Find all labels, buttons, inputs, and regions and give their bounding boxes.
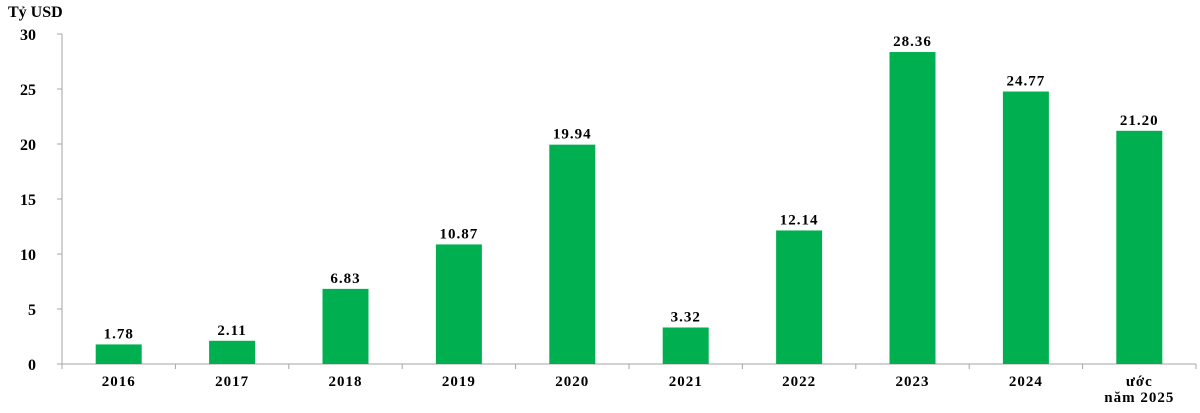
y-tick-label: 25 xyxy=(20,82,36,99)
bar xyxy=(1002,91,1049,364)
x-tick-label: năm 2025 xyxy=(1104,390,1174,406)
bar xyxy=(549,144,596,364)
y-tick-label: 15 xyxy=(20,192,36,209)
y-tick-label: 30 xyxy=(20,27,36,44)
y-tick-label: 0 xyxy=(28,357,36,374)
data-label: 24.77 xyxy=(1007,74,1046,90)
data-label: 28.36 xyxy=(893,34,932,50)
x-tick-label: 2019 xyxy=(442,374,476,390)
data-label: 2.11 xyxy=(217,323,246,339)
bar xyxy=(209,340,256,364)
data-label: 3.32 xyxy=(671,309,701,325)
x-tick-label: 2020 xyxy=(555,374,589,390)
bar xyxy=(435,244,482,364)
y-tick-label: 5 xyxy=(28,302,36,319)
data-label: 12.14 xyxy=(780,212,819,228)
data-label: 6.83 xyxy=(330,271,360,287)
x-tick-label: ước xyxy=(1126,374,1153,390)
bar xyxy=(662,327,709,364)
data-label: 1.78 xyxy=(104,326,134,342)
y-tick-label: 20 xyxy=(20,137,36,154)
x-tick-label: 2022 xyxy=(782,374,816,390)
bar xyxy=(776,230,823,364)
y-tick-label: 10 xyxy=(20,247,36,264)
bar xyxy=(95,344,142,364)
bar xyxy=(889,52,936,364)
x-tick-label: 2018 xyxy=(329,374,363,390)
data-label: 19.94 xyxy=(553,127,592,143)
bar xyxy=(322,288,369,364)
x-tick-label: 2023 xyxy=(896,374,930,390)
y-axis-label: Tỷ USD xyxy=(8,4,63,21)
x-tick-label: 2016 xyxy=(102,374,136,390)
data-label: 10.87 xyxy=(440,226,479,242)
x-tick-label: 2024 xyxy=(1009,374,1043,390)
data-label: 21.20 xyxy=(1120,113,1159,129)
x-tick-label: 2017 xyxy=(215,374,249,390)
x-tick-label: 2021 xyxy=(669,374,703,390)
bar xyxy=(1116,130,1163,364)
